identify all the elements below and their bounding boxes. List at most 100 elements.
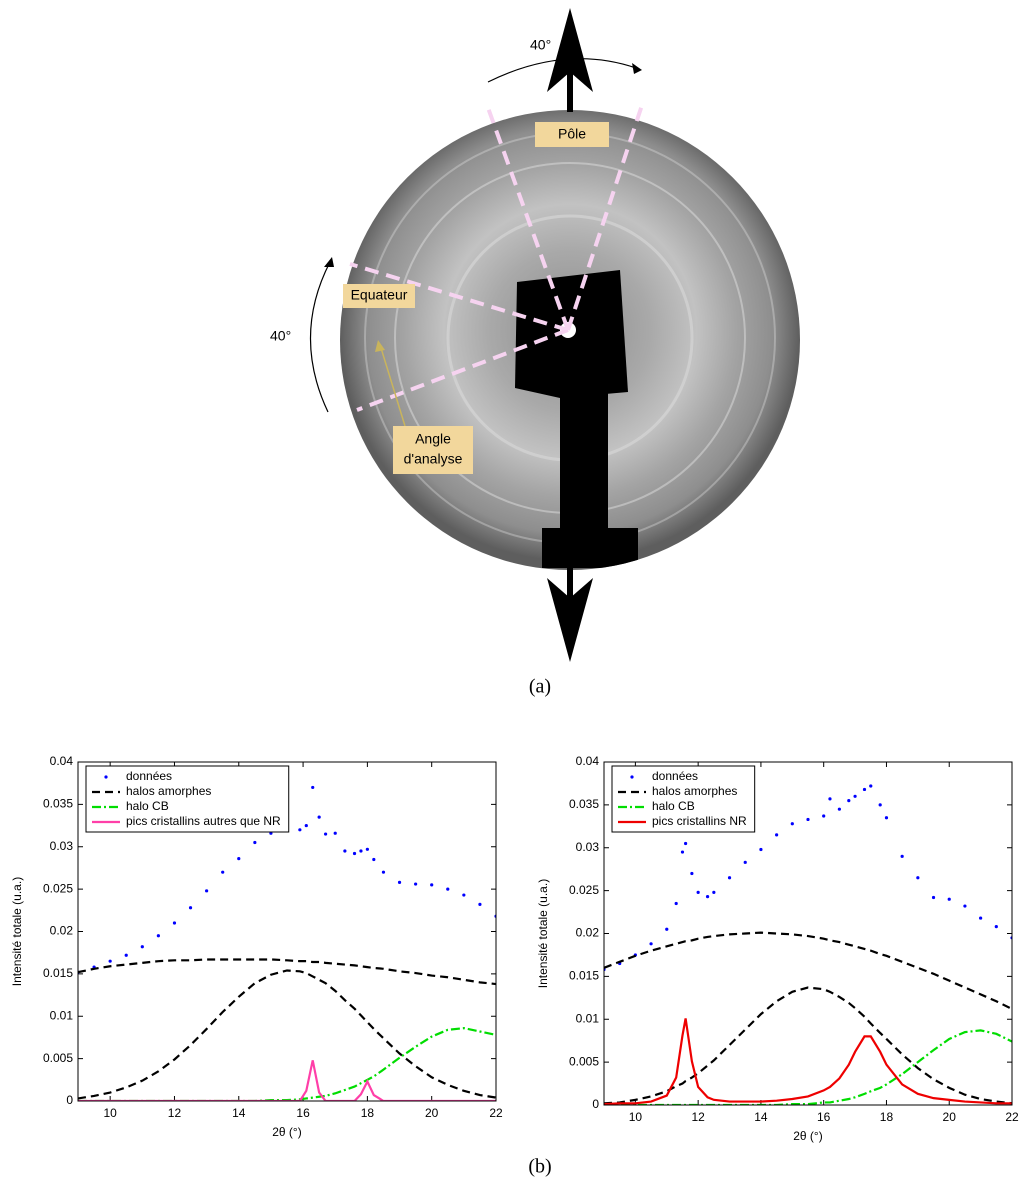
y-axis-label: Intensité totale (u.a.) xyxy=(536,879,550,988)
data-point xyxy=(828,797,832,801)
x-tick-label: 20 xyxy=(425,1106,439,1120)
legend-label: halos amorphes xyxy=(652,784,737,798)
data-point xyxy=(381,870,386,874)
y-tick-label: 0.015 xyxy=(43,966,73,980)
data-point xyxy=(674,901,678,906)
y-tick-label: 0.01 xyxy=(50,1008,74,1022)
data-point xyxy=(853,794,857,798)
plot-frame xyxy=(77,761,497,1102)
y-tick-label: 0.025 xyxy=(43,881,73,895)
label-box xyxy=(343,284,415,308)
series-line xyxy=(78,1060,496,1101)
data-point xyxy=(649,942,653,946)
data-point xyxy=(727,876,732,880)
data-point xyxy=(916,876,920,880)
data-point xyxy=(414,882,418,886)
sector-line xyxy=(356,328,569,412)
data-point xyxy=(430,883,434,887)
data-point xyxy=(188,906,193,910)
y-tick-label: 0 xyxy=(66,1093,73,1107)
pointer xyxy=(380,347,406,427)
data-point xyxy=(878,803,882,807)
data-point xyxy=(931,895,936,900)
diffraction-pattern xyxy=(340,101,800,570)
series-line xyxy=(604,931,1012,1010)
pole-label: Pôle xyxy=(558,126,586,142)
y-tick-label: 0.025 xyxy=(569,883,599,897)
data-point xyxy=(140,945,144,949)
data-point xyxy=(397,880,402,884)
series-line xyxy=(604,986,1012,1105)
sector-line xyxy=(485,104,570,331)
data-point xyxy=(323,832,328,836)
caption: (a) xyxy=(529,676,551,698)
series-line xyxy=(78,969,496,1100)
legend-label: halo CB xyxy=(652,799,695,813)
data-point xyxy=(775,833,779,837)
plot-marks xyxy=(78,785,496,1101)
y-tick-label: 0.03 xyxy=(576,840,600,854)
data-point xyxy=(333,831,337,835)
data-point xyxy=(822,814,826,818)
data-point xyxy=(696,890,700,894)
sector-line xyxy=(349,262,569,332)
caption: (b) xyxy=(528,1156,551,1178)
legend-symbol xyxy=(630,775,634,779)
arc-head xyxy=(324,257,334,267)
y-tick-label: 0.04 xyxy=(576,754,600,768)
data-point xyxy=(884,816,889,820)
y-axis-label: Intensité totale (u.a.) xyxy=(10,877,24,986)
data-point xyxy=(665,927,669,931)
data-point xyxy=(304,823,308,828)
data-point xyxy=(847,798,851,803)
series-line xyxy=(78,1027,496,1101)
rotation-arc xyxy=(487,58,637,83)
data-point xyxy=(806,817,810,822)
data-point xyxy=(478,902,482,906)
chart: 0 0.005 0.01 0.015 0.02 0.025 0.03 0.035 0.04 10 1… xyxy=(536,754,1019,1143)
y-tick-label: 0.035 xyxy=(43,797,73,811)
data-point xyxy=(680,850,685,854)
legend-label: données xyxy=(652,769,698,783)
x-tick-label: 20 xyxy=(943,1110,957,1124)
data-point xyxy=(947,897,951,901)
y-tick-label: 0.015 xyxy=(569,969,599,983)
y-tick-label: 0.005 xyxy=(569,1054,599,1068)
x-tick-label: 12 xyxy=(691,1110,705,1124)
arrow-head xyxy=(547,578,593,662)
data-point xyxy=(343,849,347,853)
plot-marks xyxy=(604,784,1012,1105)
arrow-head xyxy=(547,8,593,92)
data-point xyxy=(237,857,241,861)
data-point xyxy=(684,841,688,846)
y-tick-label: 0.01 xyxy=(576,1011,600,1025)
label-box xyxy=(393,426,473,474)
equator-label: Equateur xyxy=(351,287,408,303)
analysis-label: d'analyse xyxy=(404,451,463,467)
legend-label: halos amorphes xyxy=(126,784,211,798)
data-point xyxy=(837,807,841,811)
data-point xyxy=(221,870,225,874)
data-point xyxy=(790,822,794,826)
x-tick-label: 16 xyxy=(296,1106,310,1120)
series-line xyxy=(604,1018,1012,1105)
beam-stop-arm xyxy=(560,392,608,542)
series-line xyxy=(78,958,496,986)
rotation-label: 40° xyxy=(270,328,291,344)
sector-lines xyxy=(349,101,645,412)
arc-head xyxy=(632,63,642,74)
y-tick-label: 0.04 xyxy=(50,754,74,768)
data-point xyxy=(124,953,128,957)
x-tick-label: 14 xyxy=(754,1110,768,1124)
data-point xyxy=(359,849,363,853)
data-point xyxy=(365,847,369,851)
beam-stop-base xyxy=(542,528,638,568)
data-point xyxy=(372,857,376,862)
x-tick-label: 14 xyxy=(232,1106,246,1120)
data-point xyxy=(156,934,160,938)
y-tick-label: 0 xyxy=(592,1097,599,1111)
data-point xyxy=(446,887,450,891)
legend-label: pics cristallins autres que NR xyxy=(126,814,281,828)
